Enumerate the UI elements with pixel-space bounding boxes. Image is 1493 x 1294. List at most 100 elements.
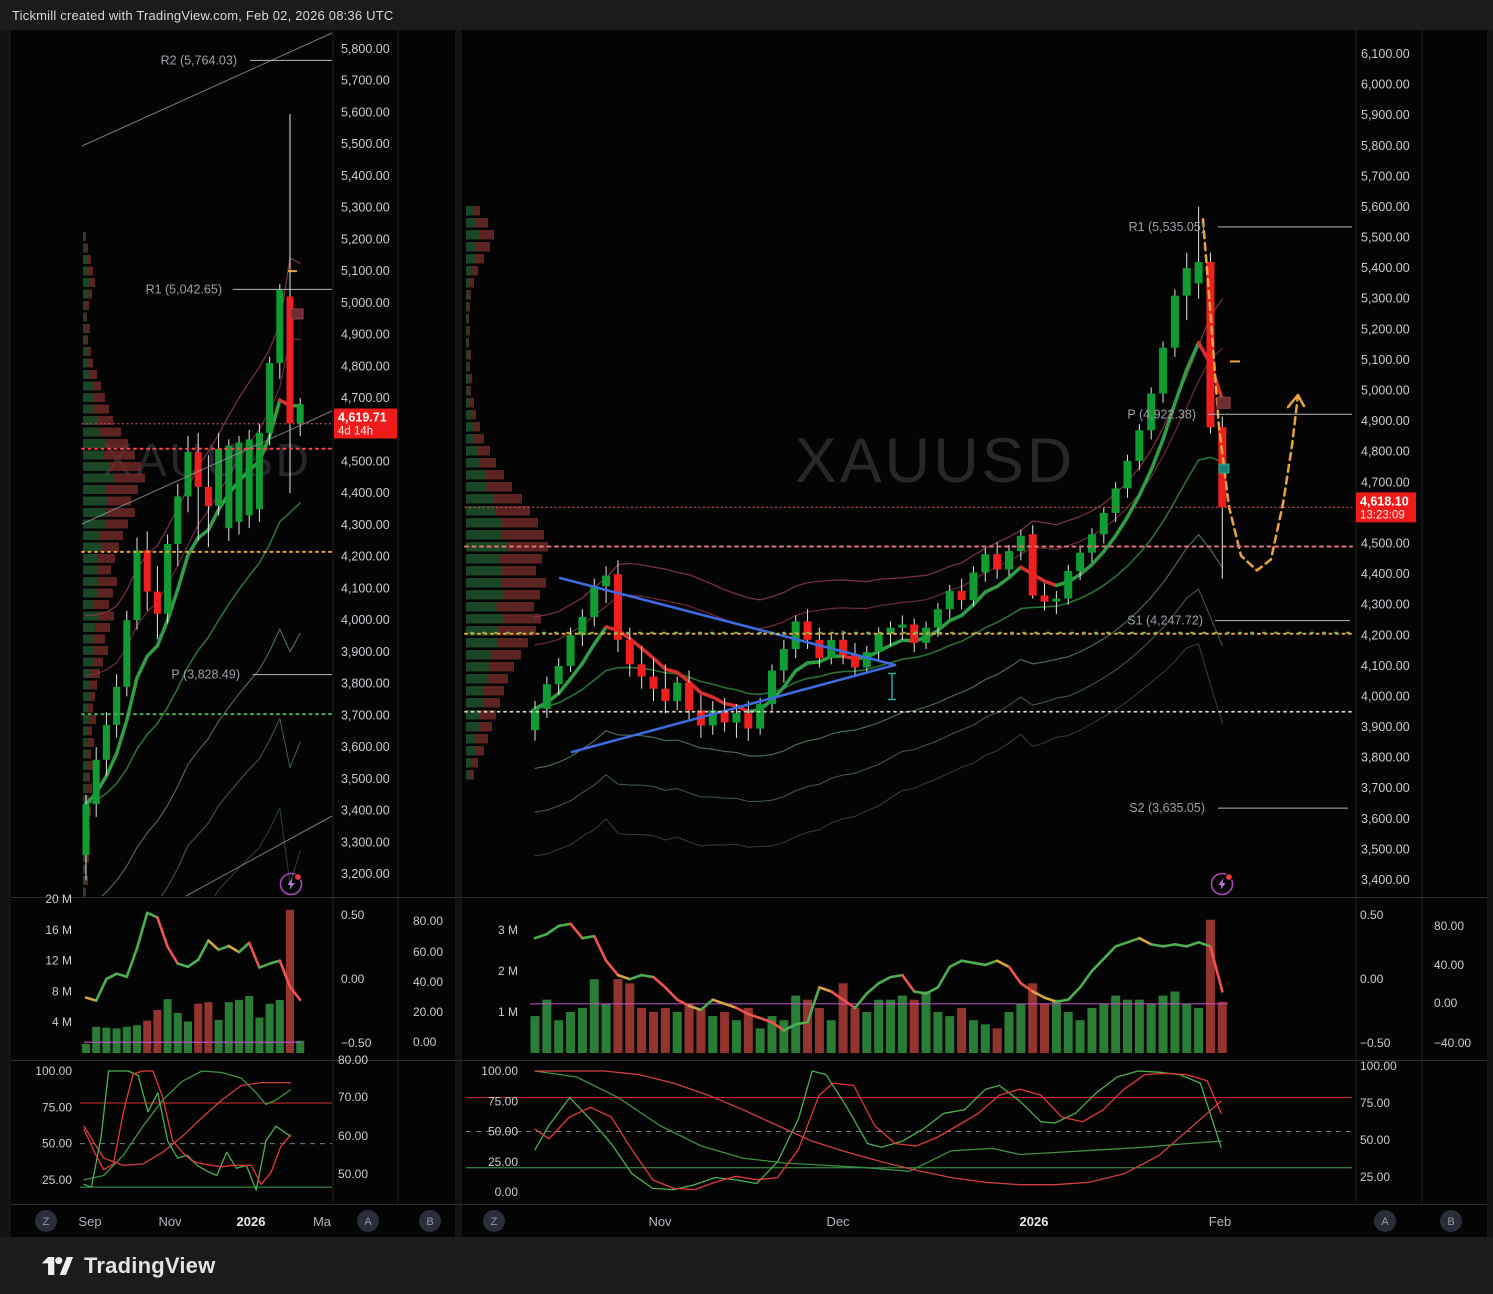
svg-text:−0.50: −0.50	[341, 1036, 372, 1050]
svg-text:5,900.00: 5,900.00	[1361, 108, 1410, 122]
right-flash-icon[interactable]	[1210, 872, 1234, 896]
svg-text:XAUUSD: XAUUSD	[795, 426, 1076, 496]
svg-text:100.00: 100.00	[481, 1064, 518, 1078]
svg-text:0.00: 0.00	[1434, 996, 1458, 1010]
svg-text:2 M: 2 M	[498, 964, 518, 978]
svg-text:0.50: 0.50	[1360, 908, 1384, 922]
svg-text:5,700.00: 5,700.00	[341, 74, 390, 88]
svg-text:−40.00: −40.00	[1434, 1036, 1471, 1050]
svg-text:S1 (4,247.72): S1 (4,247.72)	[1127, 614, 1203, 628]
svg-text:5,100.00: 5,100.00	[341, 264, 390, 278]
svg-text:80.00: 80.00	[1434, 919, 1464, 933]
svg-text:4,000.00: 4,000.00	[341, 613, 390, 627]
svg-text:3,600.00: 3,600.00	[341, 740, 390, 754]
svg-text:3,400.00: 3,400.00	[1361, 873, 1410, 887]
left-price-scale[interactable]: 5,800.00 5,700.00 5,600.00 5,500.00 5,400.00…	[341, 42, 390, 881]
svg-text:A: A	[1381, 1216, 1389, 1228]
right-time-axis[interactable]: Nov Dec 2026 Feb Z A B	[483, 1210, 1462, 1232]
logo-bar: TradingView	[0, 1237, 1493, 1294]
svg-text:R1 (5,042.65): R1 (5,042.65)	[146, 282, 222, 296]
right-scale-button-b[interactable]: B	[1440, 1210, 1462, 1232]
left-pivot-levels: R2 (5,764.03) R1 (5,042.65) P (3,828.49)	[146, 53, 332, 682]
svg-text:70.00: 70.00	[338, 1090, 368, 1104]
svg-text:40.00: 40.00	[413, 975, 443, 989]
svg-text:Nov: Nov	[648, 1214, 672, 1229]
svg-text:4,700.00: 4,700.00	[1361, 475, 1410, 489]
right-price-scale[interactable]: 6,100.00 6,000.00 5,900.00 5,800.00 5,700.00…	[1361, 47, 1410, 887]
svg-text:3,500.00: 3,500.00	[1361, 842, 1410, 856]
svg-text:B: B	[1447, 1216, 1454, 1228]
svg-text:2026: 2026	[237, 1214, 266, 1229]
svg-text:5,400.00: 5,400.00	[1361, 261, 1410, 275]
svg-text:4,100.00: 4,100.00	[341, 581, 390, 595]
svg-text:3,400.00: 3,400.00	[341, 804, 390, 818]
svg-text:R1 (5,535.05): R1 (5,535.05)	[1129, 220, 1205, 234]
left-scale-button-b[interactable]: B	[419, 1210, 441, 1232]
left-drawing-annotations	[81, 32, 333, 897]
svg-text:13:23:09: 13:23:09	[1360, 509, 1405, 521]
svg-text:0.50: 0.50	[341, 908, 365, 922]
svg-text:2026: 2026	[1020, 1214, 1049, 1229]
svg-text:5,300.00: 5,300.00	[341, 201, 390, 215]
svg-text:3,800.00: 3,800.00	[341, 677, 390, 691]
svg-text:0.00: 0.00	[1360, 972, 1384, 986]
svg-text:25.00: 25.00	[488, 1155, 518, 1169]
left-time-axis[interactable]: Sep Nov 2026 Ma Z A B	[35, 1210, 441, 1232]
svg-text:Dec: Dec	[826, 1214, 850, 1229]
left-reset-zoom-button[interactable]: Z	[35, 1210, 57, 1232]
right-scale-button-a[interactable]: A	[1374, 1210, 1396, 1232]
chart-canvas[interactable]: XAUUSD R2 (5,764.03) R1 (5,042.65) P (3,828…	[0, 30, 1493, 1237]
svg-text:50.00: 50.00	[42, 1137, 72, 1151]
svg-text:50.00: 50.00	[488, 1125, 518, 1139]
svg-text:0.00: 0.00	[341, 972, 365, 986]
svg-text:B: B	[426, 1216, 433, 1228]
svg-text:5,300.00: 5,300.00	[1361, 292, 1410, 306]
svg-text:3,700.00: 3,700.00	[341, 708, 390, 722]
svg-text:A: A	[364, 1216, 372, 1228]
left-alert-lines	[81, 423, 333, 716]
right-reset-zoom-button[interactable]: Z	[483, 1210, 505, 1232]
svg-text:80.00: 80.00	[338, 1053, 368, 1067]
left-scale-button-a[interactable]: A	[357, 1210, 379, 1232]
svg-text:40.00: 40.00	[1434, 958, 1464, 972]
svg-text:S2 (3,635.05): S2 (3,635.05)	[1129, 801, 1205, 815]
svg-text:P (4,922.38): P (4,922.38)	[1127, 407, 1196, 421]
svg-text:5,500.00: 5,500.00	[1361, 231, 1410, 245]
svg-text:3 M: 3 M	[498, 923, 518, 937]
svg-text:Z: Z	[43, 1216, 50, 1228]
svg-text:12 M: 12 M	[45, 954, 72, 968]
svg-text:50.00: 50.00	[1360, 1133, 1390, 1147]
right-pivot-levels: R1 (5,535.05) P (4,922.38) S1 (4,247.72) S2…	[1127, 220, 1352, 815]
svg-text:Feb: Feb	[1209, 1214, 1231, 1229]
svg-text:5,000.00: 5,000.00	[341, 296, 390, 310]
svg-text:P (3,828.49): P (3,828.49)	[171, 668, 240, 682]
chart-area[interactable]: XAUUSD R2 (5,764.03) R1 (5,042.65) P (3,828…	[0, 30, 1493, 1237]
svg-text:5,600.00: 5,600.00	[341, 105, 390, 119]
svg-text:Z: Z	[491, 1216, 498, 1228]
svg-text:5,600.00: 5,600.00	[1361, 200, 1410, 214]
svg-text:5,400.00: 5,400.00	[341, 169, 390, 183]
svg-text:4,900.00: 4,900.00	[341, 328, 390, 342]
svg-text:4,900.00: 4,900.00	[1361, 414, 1410, 428]
svg-text:4 M: 4 M	[52, 1015, 72, 1029]
svg-text:5,700.00: 5,700.00	[1361, 169, 1410, 183]
svg-text:4,300.00: 4,300.00	[1361, 598, 1410, 612]
svg-text:3,900.00: 3,900.00	[341, 645, 390, 659]
svg-text:25.00: 25.00	[1360, 1170, 1390, 1184]
svg-text:60.00: 60.00	[413, 945, 443, 959]
right-volume-panel: 3 M 2 M 1 M 0.50 0.00 −0.50 80.00 40.00 0.00 −40.…	[498, 908, 1471, 1053]
right-position-markers	[1216, 396, 1231, 474]
attribution-text: Tickmill created with TradingView.com, F…	[12, 7, 394, 23]
svg-text:4,500.00: 4,500.00	[341, 455, 390, 469]
svg-text:4,400.00: 4,400.00	[341, 486, 390, 500]
left-position-markers	[290, 308, 304, 320]
svg-text:5,800.00: 5,800.00	[341, 42, 390, 56]
left-flash-icon[interactable]	[279, 872, 303, 896]
svg-text:3,700.00: 3,700.00	[1361, 781, 1410, 795]
svg-text:6,100.00: 6,100.00	[1361, 47, 1410, 61]
svg-text:1 M: 1 M	[498, 1005, 518, 1019]
svg-text:100.00: 100.00	[1360, 1059, 1397, 1073]
svg-text:4,000.00: 4,000.00	[1361, 689, 1410, 703]
